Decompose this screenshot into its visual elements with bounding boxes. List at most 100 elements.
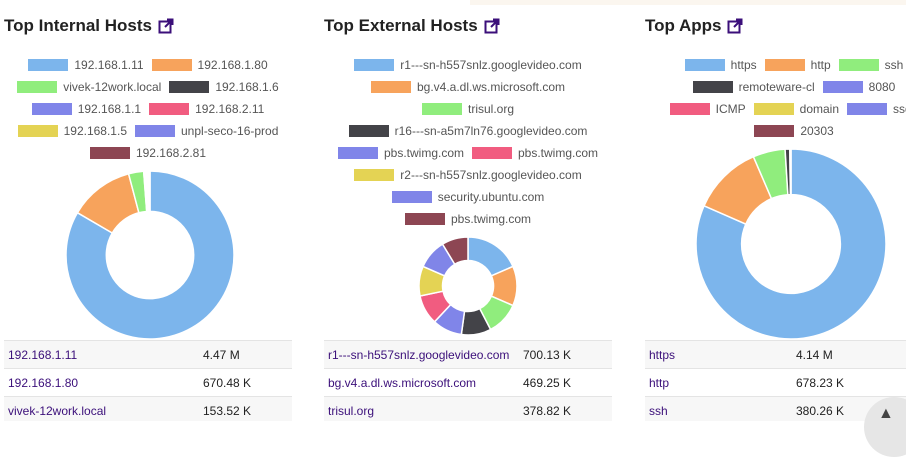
table-cell-name-link[interactable]: vivek-12work.local xyxy=(4,396,199,421)
legend-row: 192.168.2.81 xyxy=(0,142,296,164)
legend-item[interactable]: 192.168.1.1 xyxy=(31,102,141,116)
table-cell-name-link[interactable]: ssh xyxy=(645,396,792,421)
legend-item[interactable]: https xyxy=(684,58,757,72)
legend-label: http xyxy=(810,58,831,72)
table-cell-name-link[interactable]: https xyxy=(645,340,792,369)
legend-label: 192.168.1.80 xyxy=(197,58,268,72)
legend-label: domain xyxy=(799,102,839,116)
table-cell-name-link[interactable]: bg.v4.a.dl.ws.microsoft.com xyxy=(324,368,519,397)
external-link-icon[interactable] xyxy=(727,18,743,34)
legend-item[interactable]: r2---sn-h557snlz.googlevideo.com xyxy=(354,168,582,182)
legend-swatch xyxy=(822,81,863,93)
legend-item[interactable]: 8080 xyxy=(822,80,895,94)
legend-label: ICMP xyxy=(715,102,746,116)
donut-slice[interactable] xyxy=(789,148,792,196)
donut-slice[interactable] xyxy=(65,170,235,340)
legend-label: pbs.twimg.com xyxy=(518,146,599,160)
legend-swatch xyxy=(31,103,72,115)
table-cell-name-link[interactable]: 192.168.1.80 xyxy=(4,368,199,397)
legend-item[interactable]: 20303 xyxy=(754,124,834,138)
legend-row: bg.v4.a.dl.ws.microsoft.com xyxy=(320,76,616,98)
legend-item[interactable]: r1---sn-h557snlz.googlevideo.com xyxy=(354,58,582,72)
panel-title-text: Top Internal Hosts xyxy=(4,16,152,35)
legend-item[interactable]: ssdp xyxy=(847,102,906,116)
legend-label: unpl-seco-16-prod xyxy=(181,124,279,138)
legend-swatch xyxy=(404,213,445,225)
legend-item[interactable]: security.ubuntu.com xyxy=(391,190,545,204)
legend-swatch xyxy=(753,103,794,115)
legend-item[interactable]: ssh xyxy=(838,58,903,72)
legend-item[interactable]: domain xyxy=(753,102,839,116)
legend-label: pbs.twimg.com xyxy=(450,212,532,226)
legend-swatch xyxy=(135,125,175,137)
legend-item[interactable]: pbs.twimg.com xyxy=(404,212,532,226)
panel-title-text: Top External Hosts xyxy=(324,16,478,35)
external-link-icon[interactable] xyxy=(158,18,174,34)
legend-item[interactable]: 192.168.2.81 xyxy=(89,146,206,160)
legend-item[interactable]: 192.168.1.11 xyxy=(28,58,144,72)
legend-item[interactable]: 192.168.2.11 xyxy=(149,102,264,116)
table-row: http 678.23 K xyxy=(645,368,906,397)
legend-swatch xyxy=(354,169,395,181)
panel-top-internal-hosts: Top Internal Hosts 192.168.1.11 192.168.1… xyxy=(0,0,296,421)
legend-item[interactable]: 192.168.1.6 xyxy=(169,80,279,94)
legend-label: trisul.org xyxy=(467,102,514,116)
legend-item[interactable]: vivek-12work.local xyxy=(17,80,161,94)
chart-legend: https http ssh remoteware-cl 8080 ICMP domain s… xyxy=(646,54,906,142)
table-cell-name-link[interactable]: trisul.org xyxy=(324,396,519,421)
external-link-icon[interactable] xyxy=(484,18,500,34)
table-row: r1---sn-h557snlz.googlevideo.com 700.13 K xyxy=(324,340,612,369)
legend-swatch xyxy=(754,125,795,137)
table-cell-name-link[interactable]: http xyxy=(645,368,792,397)
legend-item[interactable]: http xyxy=(764,58,831,72)
donut-chart xyxy=(418,236,518,336)
legend-label: security.ubuntu.com xyxy=(437,190,545,204)
legend-swatch xyxy=(669,103,710,115)
legend-row: vivek-12work.local 192.168.1.6 xyxy=(0,76,296,98)
legend-item[interactable]: bg.v4.a.dl.ws.microsoft.com xyxy=(370,80,565,94)
donut-slice[interactable] xyxy=(695,148,887,340)
legend-swatch xyxy=(847,103,887,115)
legend-row: security.ubuntu.com xyxy=(320,186,616,208)
legend-row: https http ssh xyxy=(646,54,906,76)
donut-chart xyxy=(695,148,887,340)
legend-swatch xyxy=(348,125,389,137)
legend-label: r16---sn-a5m7ln76.googlevideo.com xyxy=(394,124,588,138)
table-cell-value: 469.25 K xyxy=(519,368,612,397)
legend-label: 192.168.1.6 xyxy=(215,80,279,94)
legend-item[interactable]: pbs.twimg.com xyxy=(472,146,598,160)
legend-row: r2---sn-h557snlz.googlevideo.com xyxy=(320,164,616,186)
top-external-table: r1---sn-h557snlz.googlevideo.com 700.13 K… xyxy=(324,340,612,421)
legend-item[interactable]: unpl-seco-16-prod xyxy=(135,124,278,138)
legend-swatch xyxy=(151,59,192,71)
legend-row: remoteware-cl 8080 xyxy=(646,76,906,98)
table-cell-value: 378.82 K xyxy=(519,396,612,421)
legend-swatch xyxy=(28,59,69,71)
legend-swatch xyxy=(370,81,411,93)
legend-label: 192.168.1.5 xyxy=(63,124,127,138)
legend-label: https xyxy=(730,58,757,72)
table-row: 192.168.1.80 670.48 K xyxy=(4,368,292,397)
legend-label: r2---sn-h557snlz.googlevideo.com xyxy=(400,168,582,182)
donut-slice[interactable] xyxy=(148,170,151,213)
legend-item[interactable]: pbs.twimg.com xyxy=(337,146,464,160)
legend-swatch xyxy=(764,59,805,71)
legend-item[interactable]: r16---sn-a5m7ln76.googlevideo.com xyxy=(348,124,588,138)
donut-slice[interactable] xyxy=(441,236,469,266)
table-cell-value: 670.48 K xyxy=(199,368,292,397)
panel-top-apps: Top Apps https http ssh remoteware-cl 8080 IC… xyxy=(641,0,906,421)
legend-swatch xyxy=(17,81,58,93)
legend-item[interactable]: trisul.org xyxy=(421,102,514,116)
legend-item[interactable]: 192.168.1.80 xyxy=(151,58,268,72)
table-cell-name-link[interactable]: 192.168.1.11 xyxy=(4,340,199,369)
table-row: 192.168.1.11 4.47 M xyxy=(4,340,292,369)
legend-item[interactable]: ICMP xyxy=(669,102,746,116)
table-cell-value: 4.47 M xyxy=(199,340,292,369)
legend-item[interactable]: 192.168.1.5 xyxy=(17,124,127,138)
legend-item[interactable]: remoteware-cl xyxy=(692,80,815,94)
table-cell-name-link[interactable]: r1---sn-h557snlz.googlevideo.com xyxy=(324,340,519,369)
legend-swatch xyxy=(169,81,210,93)
panel-title: Top Apps xyxy=(645,16,743,36)
legend-row: trisul.org xyxy=(320,98,616,120)
